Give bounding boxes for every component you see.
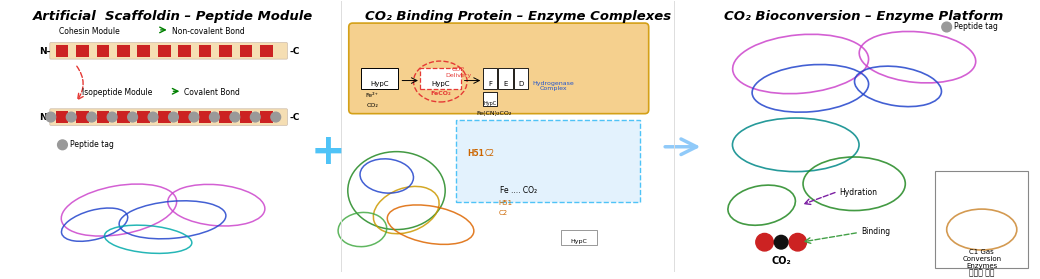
Text: CO2
Delivery: CO2 Delivery [446, 67, 472, 78]
Bar [137, 111, 150, 123]
Circle shape [107, 112, 118, 122]
Text: CO₂ Binding Protein – Enzyme Complexes: CO₂ Binding Protein – Enzyme Complexes [365, 10, 671, 23]
FancyBboxPatch shape [498, 68, 513, 89]
Text: +: + [311, 131, 345, 173]
Text: HypC: HypC [431, 81, 449, 86]
FancyBboxPatch shape [50, 43, 287, 59]
Bar [56, 45, 69, 57]
FancyBboxPatch shape [561, 230, 597, 245]
FancyBboxPatch shape [483, 92, 497, 106]
Bar [178, 111, 191, 123]
Bar [56, 111, 69, 123]
Bar [260, 111, 272, 123]
Text: HypC: HypC [484, 101, 496, 106]
Circle shape [775, 235, 788, 249]
Circle shape [46, 112, 56, 122]
Text: Peptide tag: Peptide tag [955, 23, 998, 32]
FancyBboxPatch shape [483, 68, 497, 89]
Bar [199, 111, 211, 123]
Text: Covalent Bond: Covalent Bond [184, 88, 240, 97]
Bar [158, 111, 171, 123]
Circle shape [57, 140, 68, 150]
Bar [118, 45, 130, 57]
Text: HypC: HypC [570, 239, 587, 244]
Circle shape [128, 112, 137, 122]
Circle shape [86, 112, 97, 122]
Text: H51: H51 [499, 200, 513, 206]
Bar [219, 111, 232, 123]
Bar [97, 45, 109, 57]
Text: Fe(CN)₂CO₂: Fe(CN)₂CO₂ [476, 111, 512, 116]
Text: D: D [519, 81, 524, 86]
Text: C2: C2 [485, 149, 495, 158]
Text: -C: -C [289, 113, 300, 122]
Circle shape [270, 112, 281, 122]
Text: -C: -C [289, 47, 300, 56]
Bar [239, 45, 253, 57]
FancyBboxPatch shape [50, 109, 287, 125]
Circle shape [148, 112, 158, 122]
Text: CO₂: CO₂ [366, 103, 379, 108]
FancyArrowPatch shape [666, 139, 697, 155]
Circle shape [251, 112, 260, 122]
Circle shape [789, 234, 806, 251]
Bar [137, 45, 150, 57]
Text: Fe .... CO₂: Fe .... CO₂ [499, 186, 537, 195]
Bar [97, 111, 109, 123]
Text: CO₂: CO₂ [772, 256, 791, 266]
Text: Hydration: Hydration [839, 188, 878, 197]
Text: Isopeptide Module: Isopeptide Module [82, 88, 152, 97]
Bar [76, 111, 88, 123]
Bar [76, 45, 88, 57]
FancyBboxPatch shape [420, 68, 461, 89]
Circle shape [230, 112, 239, 122]
Bar [178, 45, 191, 57]
Bar [219, 45, 232, 57]
Bar [199, 45, 211, 57]
Circle shape [189, 112, 199, 122]
Text: 중장기 연구: 중장기 연구 [969, 268, 994, 278]
Circle shape [67, 112, 76, 122]
FancyBboxPatch shape [456, 121, 640, 202]
Text: FeCO₂: FeCO₂ [430, 91, 450, 96]
Text: Non-covalent Bond: Non-covalent Bond [172, 27, 244, 36]
Text: E: E [503, 81, 508, 86]
FancyBboxPatch shape [514, 68, 528, 89]
Text: Artificial  Scaffoldin – Peptide Module: Artificial Scaffoldin – Peptide Module [32, 10, 313, 23]
Circle shape [168, 112, 178, 122]
Text: H51: H51 [468, 149, 485, 158]
FancyBboxPatch shape [362, 68, 398, 89]
Text: Peptide tag: Peptide tag [71, 140, 114, 149]
Circle shape [209, 112, 219, 122]
Text: F: F [488, 81, 492, 86]
Text: N-: N- [40, 47, 51, 56]
Bar [158, 45, 171, 57]
Text: Fe²⁺: Fe²⁺ [366, 93, 379, 98]
Text: C1 Gas
Conversion
Enzymes: C1 Gas Conversion Enzymes [962, 249, 1002, 269]
Circle shape [942, 22, 952, 32]
Bar [239, 111, 253, 123]
Circle shape [756, 234, 774, 251]
FancyBboxPatch shape [935, 171, 1029, 268]
Bar [118, 111, 130, 123]
Text: Hydrogenase
Complex: Hydrogenase Complex [532, 81, 574, 91]
Text: Cohesin Module: Cohesin Module [58, 27, 120, 36]
Text: N-: N- [40, 113, 51, 122]
Text: C2: C2 [499, 210, 508, 216]
Text: HypC: HypC [370, 81, 389, 86]
Bar [260, 45, 272, 57]
FancyBboxPatch shape [348, 23, 649, 114]
Text: CO₂ Bioconversion – Enzyme Platform: CO₂ Bioconversion – Enzyme Platform [724, 10, 1004, 23]
Text: Binding: Binding [861, 227, 890, 236]
